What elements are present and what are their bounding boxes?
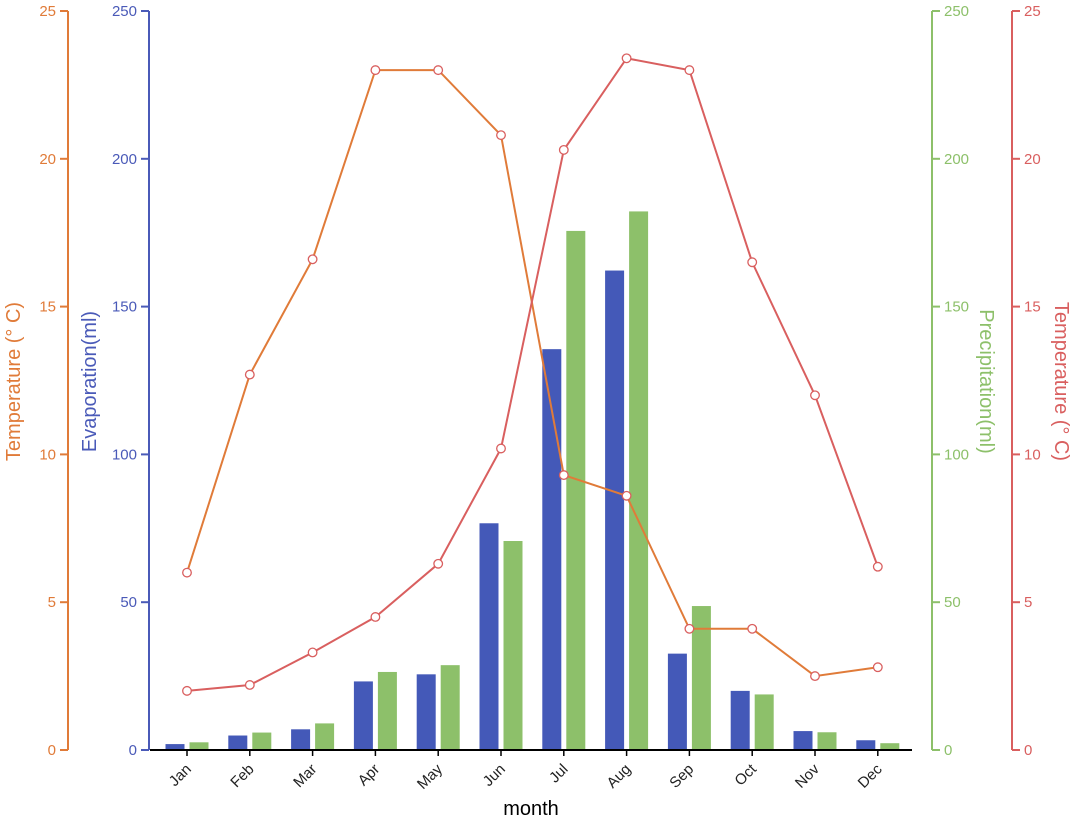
x-tick-label: Jan [166, 761, 195, 790]
precipitation-bar [503, 541, 523, 750]
right-inner-tick-label: 250 [944, 3, 969, 20]
evaporation-bar [291, 729, 311, 750]
temperature-red-point [496, 443, 506, 454]
evaporation-bar [479, 523, 499, 750]
right-inner-tick-label: 200 [944, 151, 969, 168]
precipitation-bar [189, 742, 209, 750]
x-tick-label: Aug [604, 761, 635, 792]
temperature-orange-point [496, 130, 506, 141]
left-inner-tick-label: 250 [112, 3, 137, 20]
left-outer-axis-title: Temperature (° C) [3, 302, 25, 461]
left-outer-tick-label: 0 [48, 742, 56, 759]
evaporation-bar [542, 349, 562, 750]
bars-layer [165, 211, 900, 751]
temperature-orange-point [872, 662, 883, 673]
right-outer-axis-title: Temperature (° C) [1050, 302, 1072, 461]
evaporation-bar [353, 681, 373, 750]
precipitation-bar [817, 732, 837, 750]
evaporation-bar [165, 744, 185, 750]
right-outer-tick-label: 25 [1024, 3, 1041, 20]
lines-layer [182, 53, 883, 696]
temperature-orange-point [684, 623, 695, 634]
temperature-orange-point [621, 490, 632, 501]
temperature-red-point [244, 680, 255, 690]
right-outer-tick-label: 0 [1024, 742, 1032, 759]
temperature-red-point [747, 257, 758, 268]
evaporation-bar [793, 731, 813, 750]
right-inner-tick-label: 0 [944, 742, 952, 759]
evaporation-bar [856, 740, 876, 750]
x-tick-label: Jun [480, 761, 509, 790]
temperature-red-point [872, 561, 883, 572]
right-inner-axis-title: Precipitation(ml) [975, 309, 997, 453]
left-inner-tick-label: 0 [129, 742, 137, 759]
right-outer-tick-label: 10 [1024, 446, 1041, 463]
temperature-orange-point [433, 65, 444, 76]
precipitation-bar [691, 606, 711, 750]
evaporation-bar [667, 653, 687, 750]
x-axis: month Jan Feb Mar Apr May Jun Jul Aug Sep Oct Nov D… [150, 749, 912, 820]
right-inner-tick-label: 100 [944, 446, 969, 463]
temperature-orange-point [370, 65, 381, 76]
temperature-red-point [810, 390, 820, 401]
right-outer-tick-label: 15 [1024, 299, 1041, 316]
precipitation-bar [629, 211, 649, 750]
precipitation-bar [880, 743, 900, 750]
left-outer-tick-label: 10 [39, 446, 56, 463]
x-tick-label: May [414, 760, 446, 792]
precipitation-bar [377, 671, 397, 750]
right-inner-tick-label: 150 [944, 299, 969, 316]
left-inner-tick-label: 50 [120, 594, 137, 611]
temperature-orange-point [558, 470, 569, 481]
precipitation-bar [754, 694, 774, 750]
left-inner-tick-label: 100 [112, 446, 137, 463]
temperature-red-point [307, 647, 318, 658]
temperature-red-point [684, 65, 695, 76]
temperature-red-point [558, 144, 569, 155]
left-outer-tick-label: 15 [39, 299, 56, 316]
x-tick-label: Mar [290, 761, 320, 791]
left-inner-tick-label: 150 [112, 299, 137, 316]
precipitation-bar [440, 665, 460, 750]
temperature-orange-point [810, 671, 820, 682]
x-tick-label: Oct [732, 760, 761, 789]
evaporation-bar [730, 690, 750, 750]
evaporation-bar [416, 674, 436, 750]
precipitation-bar [252, 732, 272, 750]
evaporation-bar [228, 735, 248, 750]
x-tick-label: Apr [355, 761, 384, 790]
temperature-red-point [182, 685, 192, 696]
temperature-orange-point [244, 369, 255, 380]
x-tick-label: Jul [546, 761, 572, 787]
right-inner-tick-label: 50 [944, 594, 961, 611]
x-tick-label: Nov [792, 760, 823, 791]
x-tick-label: Sep [666, 761, 697, 792]
left-outer-tick-label: 25 [39, 3, 56, 20]
temperature-orange-line [186, 69, 878, 678]
temperature-orange-point [307, 254, 318, 265]
temperature-red-point [621, 53, 632, 64]
temperature-orange-point [747, 623, 758, 634]
x-axis-title: month [503, 798, 559, 820]
temperature-red-line [186, 57, 879, 692]
temperature-red-point [433, 558, 444, 569]
left-inner-axis-title: Evaporation(ml) [79, 311, 101, 452]
left-outer-tick-label: 5 [48, 594, 56, 611]
precipitation-bar [315, 723, 335, 750]
right-outer-tick-label: 20 [1024, 151, 1041, 168]
right-outer-tick-label: 5 [1024, 594, 1032, 611]
x-tick-label: Feb [227, 761, 257, 791]
x-tick-label: Dec [855, 760, 886, 791]
evaporation-bar [605, 270, 625, 750]
left-inner-tick-label: 200 [112, 151, 137, 168]
temperature-orange-point [182, 567, 192, 578]
precipitation-bar [566, 230, 586, 751]
temperature-red-point [370, 612, 381, 622]
left-outer-tick-label: 20 [39, 151, 56, 168]
